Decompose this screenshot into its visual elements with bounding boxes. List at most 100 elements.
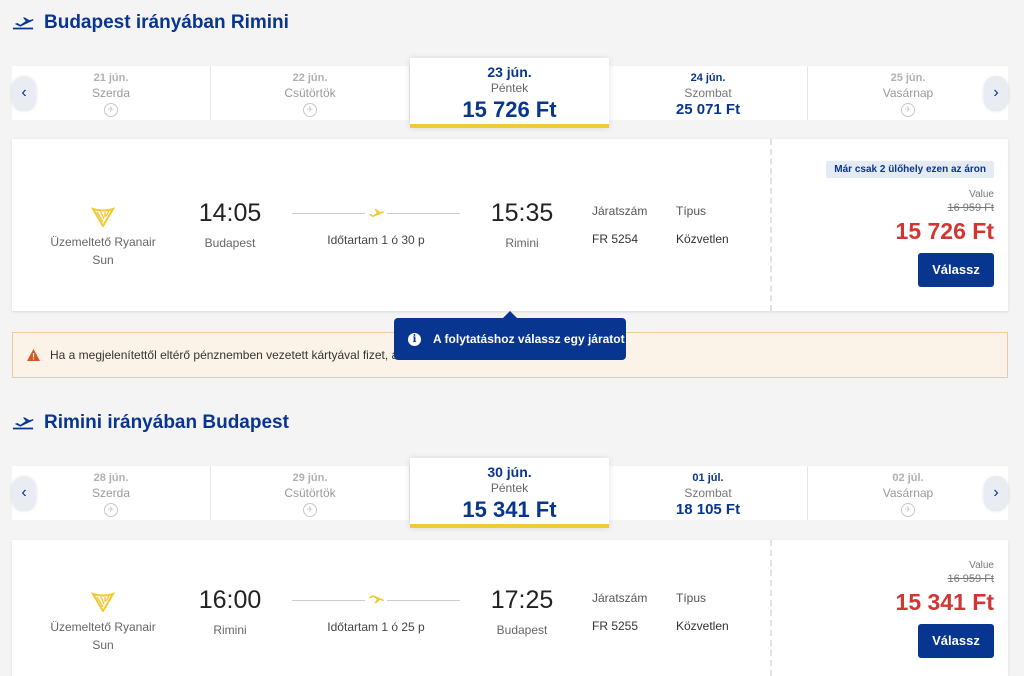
- chevron-right-icon: ›: [993, 484, 999, 501]
- day-date: 30 jún.: [487, 464, 532, 480]
- flight-number: Járatszám FR 5255: [592, 591, 647, 633]
- flight-type-label: Típus: [676, 204, 707, 218]
- day-weekday: Szombat: [684, 486, 732, 500]
- departure-time: 14:05: [198, 199, 262, 227]
- ryanair-harp-logo-icon: [90, 592, 116, 612]
- day-date: 21 jún.: [93, 72, 129, 84]
- arrival: 17:25 Budapest: [472, 586, 572, 637]
- no-flight-icon: ✈: [901, 503, 915, 517]
- route: Időtartam 1 ó 25 p: [292, 590, 460, 634]
- chevron-right-icon: ›: [993, 84, 999, 101]
- card-divider: [770, 139, 772, 311]
- outbound-price-box: Value 16 959 Ft 15 726 Ft Válassz: [896, 189, 994, 287]
- flight-number-value: FR 5254: [592, 232, 639, 246]
- route-line: [292, 590, 460, 610]
- plane-takeoff-icon: [12, 417, 34, 430]
- flight-number: Járatszám FR 5254: [592, 204, 647, 246]
- day-price: 15 341 Ft: [462, 497, 557, 522]
- warning-icon: [27, 349, 40, 361]
- old-price: 16 959 Ft: [947, 202, 994, 214]
- operator: Üzemeltető Ryanair Sun: [38, 207, 168, 269]
- day-weekday: Vasárnap: [882, 86, 934, 100]
- chevron-left-icon: ‹: [21, 84, 27, 101]
- inbound-day-1: 28 jún. Szerda ✈: [12, 466, 211, 520]
- duration: Időtartam 1 ó 30 p: [327, 233, 425, 247]
- departure: 16:00 Rimini: [180, 586, 280, 637]
- outbound-day-5: 25 jún. Vasárnap ✈: [808, 66, 1008, 120]
- inbound-day-2: 29 jún. Csütörtök ✈: [211, 466, 410, 520]
- outbound-day-3-selected[interactable]: 23 jún. Péntek 15 726 Ft: [410, 58, 609, 128]
- inbound-flight-card: Üzemeltető Ryanair Sun 16:00 Rimini Időt…: [12, 540, 1008, 676]
- departure-city: Rimini: [213, 623, 247, 637]
- outbound-day-1: 21 jún. Szerda ✈: [12, 66, 211, 120]
- inbound-title-text: Rimini irányában Budapest: [44, 412, 289, 433]
- outbound-prev-dates-button[interactable]: ‹: [12, 76, 36, 110]
- outbound-day-2: 22 jún. Csütörtök ✈: [211, 66, 410, 120]
- select-flight-tooltip: i A folytatáshoz válassz egy járatot: [394, 311, 626, 360]
- plane-landing-icon: [365, 592, 387, 608]
- current-price: 15 341 Ft: [895, 589, 994, 615]
- inbound-date-selector: ‹ 28 jún. Szerda ✈ 29 jún. Csütörtök ✈ 3…: [12, 458, 1008, 528]
- day-weekday: Szombat: [684, 86, 732, 100]
- day-price: 25 071 Ft: [675, 101, 741, 118]
- flight-type-label: Típus: [676, 591, 707, 605]
- day-price: 15 726 Ft: [462, 97, 557, 122]
- warning-text: Ha a megjelenítettől eltérő pénznemben v…: [50, 348, 399, 362]
- flight-number-value: FR 5255: [592, 619, 639, 633]
- outbound-date-selector: ‹ 21 jún. Szerda ✈ 22 jún. Csütörtök ✈ 2…: [12, 58, 1008, 128]
- inbound-price-box: Value 16 959 Ft 15 341 Ft Válassz: [896, 560, 994, 658]
- tooltip-text: A folytatáshoz válassz egy járatot: [433, 332, 625, 346]
- day-weekday: Szerda: [91, 86, 131, 100]
- day-date: 28 jún.: [93, 472, 129, 484]
- day-price: 18 105 Ft: [675, 501, 741, 518]
- no-flight-icon: ✈: [303, 503, 317, 517]
- duration: Időtartam 1 ó 25 p: [327, 620, 425, 634]
- departure-city: Budapest: [204, 236, 256, 250]
- inbound-prev-dates-button[interactable]: ‹: [12, 476, 36, 510]
- arrival-city: Rimini: [505, 236, 539, 250]
- arrival-city: Budapest: [496, 623, 548, 637]
- inbound-next-dates-button[interactable]: ›: [984, 476, 1008, 510]
- inbound-title: Rimini irányában Budapest: [12, 412, 289, 434]
- departure: 14:05 Budapest: [180, 199, 280, 250]
- day-date: 01 júl.: [692, 472, 724, 484]
- arrival: 15:35 Rimini: [472, 199, 572, 250]
- outbound-day-4[interactable]: 24 jún. Szombat 25 071 Ft: [609, 66, 808, 120]
- flight-type: Típus Közvetlen: [676, 591, 729, 633]
- departure-time: 16:00: [198, 586, 262, 614]
- info-icon: i: [408, 332, 421, 346]
- day-date: 23 jún.: [487, 64, 532, 80]
- outbound-flight-card: Üzemeltető Ryanair Sun 14:05 Budapest Id…: [12, 139, 1008, 311]
- old-price: 16 959 Ft: [947, 573, 994, 585]
- flight-type-value: Közvetlen: [676, 232, 729, 246]
- no-flight-icon: ✈: [104, 503, 118, 517]
- day-weekday: Vasárnap: [882, 486, 934, 500]
- flight-type: Típus Közvetlen: [676, 204, 729, 246]
- operator: Üzemeltető Ryanair Sun: [38, 592, 168, 654]
- day-weekday: Szerda: [91, 486, 131, 500]
- fare-label: Value: [969, 560, 994, 571]
- inbound-day-4[interactable]: 01 júl. Szombat 18 105 Ft: [609, 466, 808, 520]
- no-flight-icon: ✈: [104, 103, 118, 117]
- no-flight-icon: ✈: [901, 103, 915, 117]
- flight-type-value: Közvetlen: [676, 619, 729, 633]
- operator-name: Üzemeltető Ryanair Sun: [50, 235, 156, 267]
- route-line: [292, 203, 460, 223]
- inbound-day-5: 02 júl. Vasárnap ✈: [808, 466, 1008, 520]
- inbound-day-3-selected[interactable]: 30 jún. Péntek 15 341 Ft: [410, 458, 609, 528]
- card-divider: [770, 540, 772, 676]
- day-date: 24 jún.: [690, 72, 726, 84]
- plane-icon: [365, 205, 387, 221]
- outbound-next-dates-button[interactable]: ›: [984, 76, 1008, 110]
- fare-label: Value: [969, 189, 994, 200]
- day-date: 22 jún.: [292, 72, 328, 84]
- inbound-select-button[interactable]: Válassz: [918, 624, 994, 658]
- operator-name: Üzemeltető Ryanair Sun: [50, 620, 156, 652]
- day-weekday: Péntek: [490, 81, 529, 95]
- day-date: 25 jún.: [890, 72, 926, 84]
- arrival-time: 17:25: [490, 586, 554, 614]
- route: Időtartam 1 ó 30 p: [292, 203, 460, 247]
- day-weekday: Csütörtök: [284, 486, 336, 500]
- day-weekday: Csütörtök: [284, 86, 336, 100]
- outbound-select-button[interactable]: Válassz: [918, 253, 994, 287]
